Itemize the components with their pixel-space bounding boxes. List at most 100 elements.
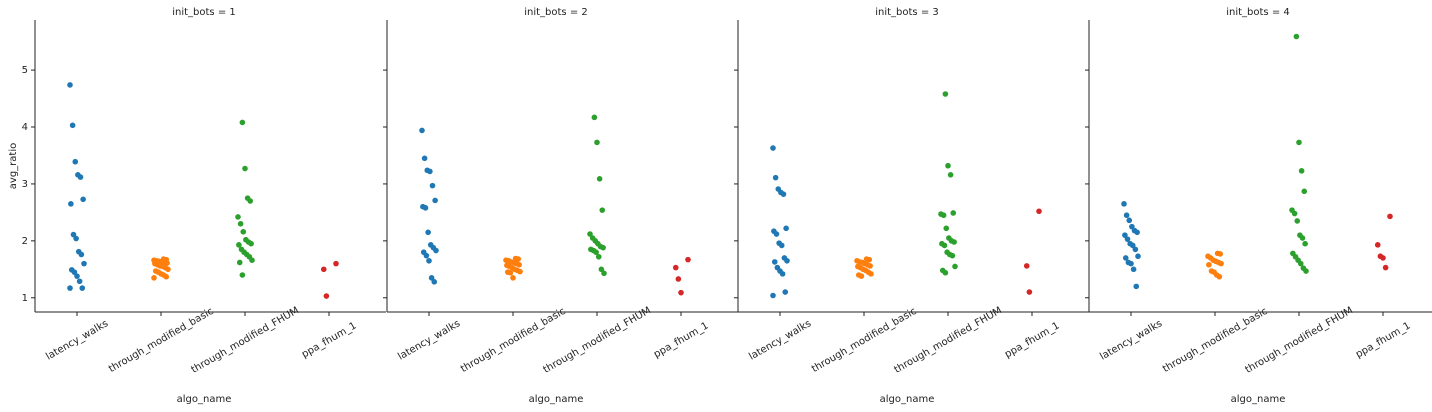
x-tick-label: ppa_fhum_1 <box>1003 320 1061 360</box>
point <box>429 182 436 189</box>
x-axis-label: algo_name <box>177 394 232 405</box>
point <box>72 158 79 165</box>
point <box>516 261 522 268</box>
point <box>67 82 73 88</box>
point <box>1133 283 1140 290</box>
point <box>427 168 433 175</box>
point <box>1026 289 1033 295</box>
point <box>591 114 598 121</box>
panel-title: init_bots = 2 <box>524 7 588 18</box>
point <box>1124 236 1131 242</box>
point <box>1134 229 1140 236</box>
point <box>431 279 438 285</box>
point <box>784 257 790 264</box>
point <box>1023 263 1030 269</box>
point <box>783 225 789 232</box>
x-axis-label: algo_name <box>880 394 935 405</box>
point <box>67 285 73 291</box>
point <box>323 293 330 299</box>
point <box>1301 188 1308 195</box>
point <box>71 269 78 275</box>
point <box>68 201 74 207</box>
point <box>675 276 682 282</box>
point <box>672 264 679 271</box>
point <box>942 91 949 97</box>
point <box>1128 260 1134 267</box>
point <box>772 174 779 181</box>
point <box>1135 253 1141 260</box>
point <box>685 256 691 263</box>
point <box>1297 260 1304 267</box>
point <box>947 172 954 178</box>
point <box>1217 251 1224 257</box>
point <box>780 191 787 197</box>
point <box>868 271 874 277</box>
point <box>949 252 956 259</box>
point <box>941 242 948 249</box>
point <box>1387 213 1393 220</box>
y-tick-label: 5 <box>22 65 28 76</box>
point <box>858 273 865 279</box>
point <box>1302 240 1308 247</box>
point <box>587 231 593 237</box>
point <box>952 263 958 270</box>
point <box>421 155 428 162</box>
y-tick-label: 4 <box>22 122 28 133</box>
x-tick-label: latency_walks <box>1098 318 1164 362</box>
point <box>164 260 170 266</box>
x-axis-label: algo_name <box>1231 394 1286 405</box>
point <box>1206 261 1212 268</box>
point <box>1129 242 1136 249</box>
point <box>70 231 77 238</box>
point <box>433 247 439 254</box>
point <box>236 259 243 266</box>
point <box>594 139 600 146</box>
point <box>782 289 789 295</box>
point <box>517 268 523 275</box>
point <box>515 256 522 262</box>
point <box>1036 208 1042 215</box>
point <box>678 289 684 296</box>
point <box>945 162 951 169</box>
point <box>1122 232 1128 238</box>
point <box>237 220 244 227</box>
point <box>940 212 947 219</box>
point <box>235 214 241 220</box>
point <box>423 252 430 259</box>
point <box>165 266 171 273</box>
point <box>1291 210 1298 217</box>
point <box>1294 218 1301 224</box>
point <box>333 260 339 267</box>
y-tick-label: 1 <box>22 293 28 304</box>
point <box>1123 212 1130 219</box>
point <box>779 271 786 277</box>
point <box>76 278 83 285</box>
point <box>432 197 438 204</box>
point <box>78 251 85 258</box>
point <box>507 269 514 276</box>
point <box>600 244 606 251</box>
x-tick-label: ppa_fhum_1 <box>652 320 710 360</box>
x-tick-label: latency_walks <box>396 318 462 362</box>
point <box>598 266 605 273</box>
point <box>770 145 776 151</box>
x-tick-label: latency_walks <box>747 318 813 362</box>
point <box>74 273 80 279</box>
point <box>951 239 957 245</box>
point <box>1218 260 1224 267</box>
point <box>77 174 84 180</box>
point <box>242 165 248 172</box>
point <box>1216 273 1223 280</box>
point <box>595 253 602 260</box>
point <box>73 235 79 242</box>
point <box>247 198 254 204</box>
point <box>249 257 255 264</box>
y-tick-label: 2 <box>22 236 28 247</box>
point <box>596 176 603 182</box>
y-tick-label: 3 <box>22 179 28 190</box>
point <box>320 266 327 273</box>
point <box>773 231 780 237</box>
point <box>1129 223 1135 230</box>
panel-title: init_bots = 4 <box>1226 7 1290 18</box>
